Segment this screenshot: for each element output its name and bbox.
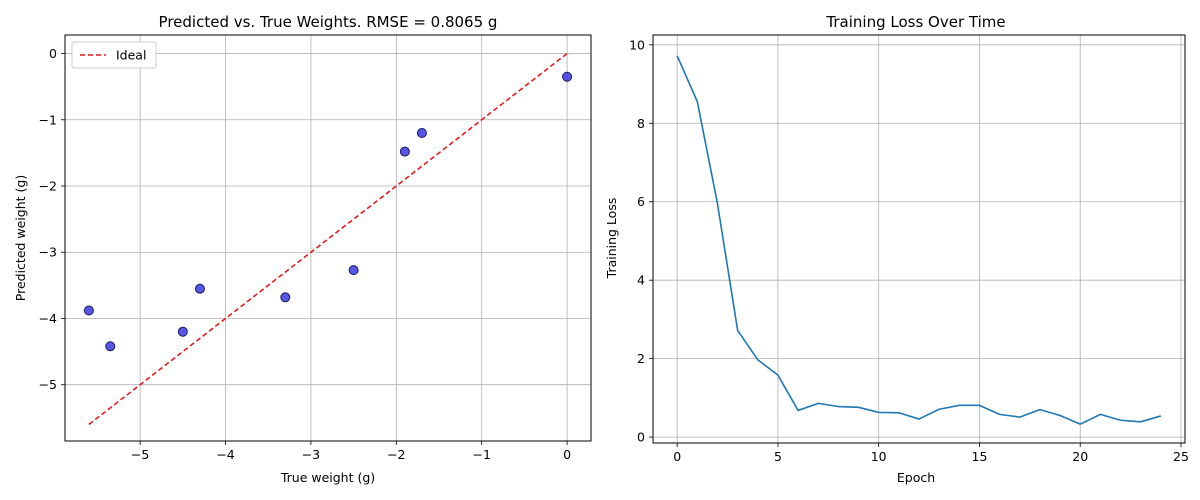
- y-tick-label: 6: [637, 194, 645, 209]
- y-tick-label: 2: [637, 351, 645, 366]
- scatter-grid: [65, 35, 591, 441]
- scatter-point: [177, 326, 188, 337]
- scatter-point: [194, 283, 205, 294]
- y-tick-label: 10: [629, 37, 645, 52]
- y-tick-label: −3: [39, 245, 57, 260]
- x-tick-label: 0: [563, 447, 571, 462]
- y-tick-label: 0: [49, 46, 57, 61]
- loss-y-ticks: 0 2 4 6 8 10: [629, 37, 653, 445]
- loss-grid: [653, 35, 1185, 443]
- scatter-point: [105, 341, 116, 352]
- y-tick-label: −2: [39, 179, 57, 194]
- scatter-point: [83, 305, 94, 316]
- loss-axes-frame: [652, 34, 1186, 444]
- legend-box: [71, 41, 157, 69]
- x-tick-label: −5: [131, 447, 149, 462]
- x-tick-label: 20: [1072, 449, 1088, 464]
- y-tick-label: −1: [39, 112, 57, 127]
- x-tick-label: −2: [387, 447, 405, 462]
- ideal-line: [88, 52, 568, 426]
- x-tick-label: −3: [302, 447, 320, 462]
- x-tick-label: 25: [1173, 449, 1189, 464]
- scatter-points-layer: [83, 71, 573, 352]
- loss-x-ticks: 0 5 10 15 20 25: [673, 443, 1189, 464]
- x-tick-label: 10: [871, 449, 887, 464]
- scatter-x-label: True weight (g): [280, 470, 375, 485]
- loss-x-label: Epoch: [897, 470, 935, 485]
- legend-ideal-label: Ideal: [116, 48, 146, 63]
- scatter-legend: Ideal: [71, 41, 157, 69]
- scatter-title: Predicted vs. True Weights. RMSE = 0.806…: [159, 13, 498, 31]
- scatter-x-ticks: −5 −4 −3 −2 −1 0: [131, 441, 571, 462]
- scatter-y-ticks: −5 −4 −3 −2 −1 0: [39, 46, 65, 392]
- x-tick-label: −1: [472, 447, 490, 462]
- scatter-point: [416, 128, 427, 139]
- y-tick-label: −5: [39, 377, 57, 392]
- scatter-axes-frame: [64, 34, 592, 442]
- ideal-line-layer: [88, 52, 568, 426]
- loss-line: [676, 55, 1162, 425]
- scatter-point: [399, 146, 410, 157]
- y-tick-label: 8: [637, 116, 645, 131]
- loss-line-layer: [676, 55, 1162, 425]
- scatter-point: [562, 71, 573, 82]
- scatter-point: [348, 265, 359, 276]
- scatter-chart: Predicted vs. True Weights. RMSE = 0.806…: [13, 13, 592, 485]
- scatter-y-label: Predicted weight (g): [13, 175, 28, 301]
- scatter-point: [280, 292, 291, 303]
- loss-chart: Training Loss Over Time 0 5 10 15 20 25 0 2 4 6 8…: [604, 13, 1189, 485]
- loss-y-label: Training Loss: [604, 198, 619, 280]
- y-tick-label: −4: [39, 311, 57, 326]
- x-tick-label: 0: [673, 449, 681, 464]
- y-tick-label: 4: [637, 273, 645, 288]
- x-tick-label: −4: [216, 447, 234, 462]
- loss-title: Training Loss Over Time: [825, 13, 1005, 31]
- x-tick-label: 5: [774, 449, 782, 464]
- y-tick-label: 0: [637, 430, 645, 445]
- x-tick-label: 15: [972, 449, 988, 464]
